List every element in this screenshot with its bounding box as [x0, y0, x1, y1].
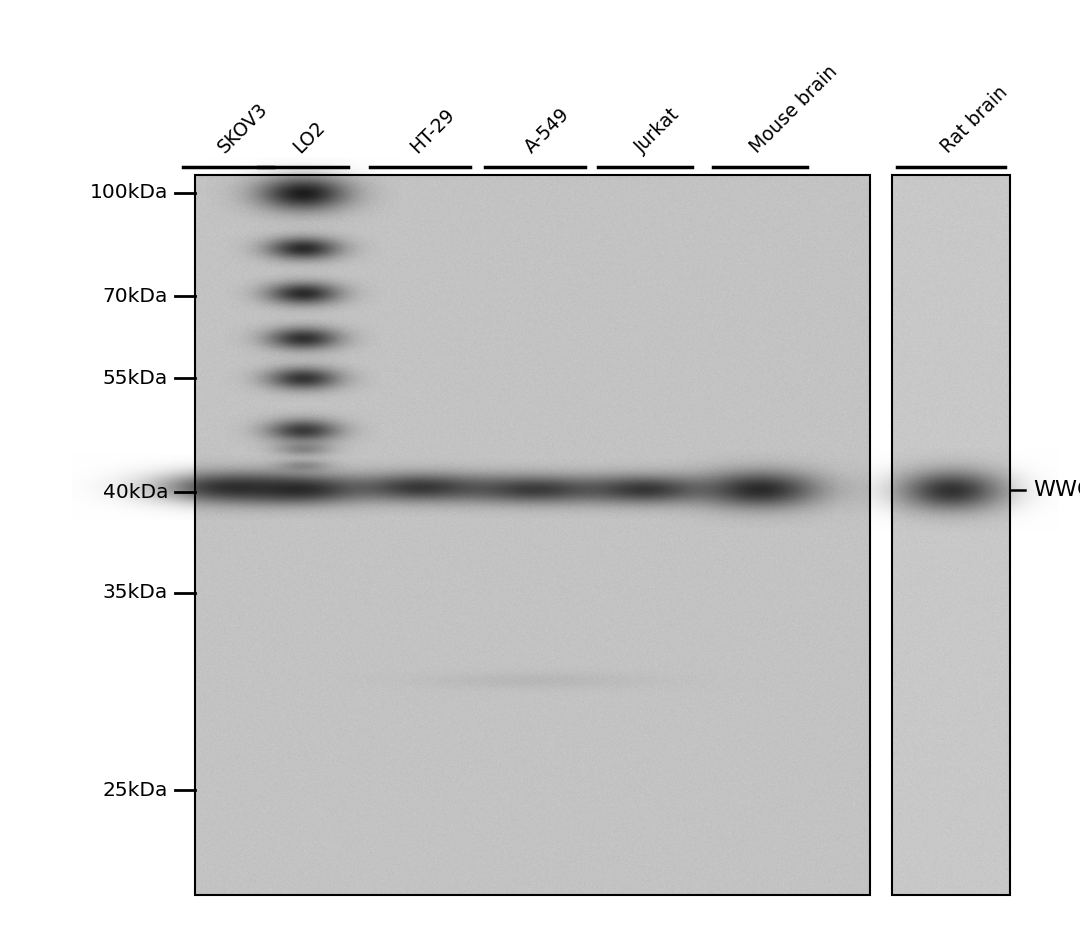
Bar: [195, 175, 870, 895]
Text: 40kDa: 40kDa: [103, 482, 168, 502]
Text: Rat brain: Rat brain: [937, 83, 1012, 157]
Text: 55kDa: 55kDa: [103, 368, 168, 387]
Text: 70kDa: 70kDa: [103, 287, 168, 306]
Text: Mouse brain: Mouse brain: [746, 62, 841, 157]
Text: LO2: LO2: [289, 118, 328, 157]
Text: A-549: A-549: [522, 104, 573, 157]
Text: HT-29: HT-29: [406, 105, 458, 157]
Text: SKOV3: SKOV3: [215, 100, 272, 157]
Text: WWOX: WWOX: [1032, 480, 1080, 500]
Text: 100kDa: 100kDa: [90, 183, 168, 202]
Text: 25kDa: 25kDa: [103, 780, 168, 800]
Bar: [892, 175, 1010, 895]
Text: 35kDa: 35kDa: [103, 584, 168, 603]
Text: Jurkat: Jurkat: [632, 105, 684, 157]
